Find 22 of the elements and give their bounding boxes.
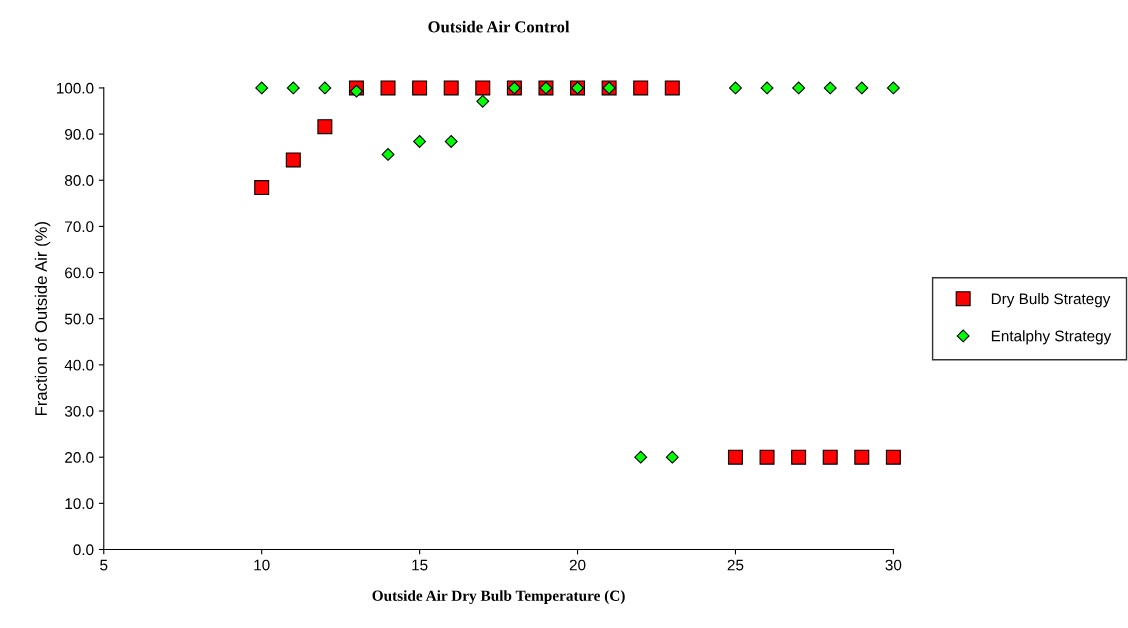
y-tick-label: 80.0 bbox=[64, 175, 94, 186]
y-axis-title: Fraction of Outside Air (%) bbox=[34, 222, 51, 416]
y-tick-label: 90.0 bbox=[65, 128, 94, 140]
x-axis-title: Outside Air Dry Bulb Temperature (C) bbox=[372, 590, 625, 605]
y-tick-label: 50.0 bbox=[64, 313, 94, 325]
chart-title: Outside Air Control bbox=[428, 20, 570, 33]
y-tick-label: 10.0 bbox=[65, 498, 94, 510]
y-tick-label: 60.0 bbox=[65, 267, 94, 279]
y-tick-label: 20.0 bbox=[65, 452, 94, 463]
y-tick-label: 70.0 bbox=[65, 221, 94, 233]
x-tick-label: 5 bbox=[100, 559, 108, 571]
x-tick-label: 15 bbox=[412, 559, 428, 571]
y-tick-label: 100.0 bbox=[56, 82, 94, 94]
x-tick-label: 10 bbox=[254, 559, 270, 571]
y-tick-label: 40.0 bbox=[64, 359, 94, 371]
x-tick-label: 25 bbox=[727, 559, 744, 571]
x-tick-label: 20 bbox=[569, 559, 586, 571]
x-tick-label: 30 bbox=[885, 559, 902, 571]
legend-label: Entalphy Strategy bbox=[991, 330, 1112, 345]
y-tick-label: 30.0 bbox=[64, 405, 94, 417]
y-tick-label: 0.0 bbox=[73, 544, 94, 556]
legend-label: Dry Bulb Strategy bbox=[991, 293, 1111, 308]
